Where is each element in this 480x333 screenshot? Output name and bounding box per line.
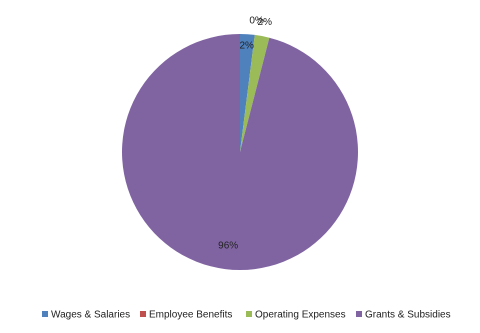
legend-swatch — [246, 311, 252, 317]
legend-label: Grants & Subsidies — [365, 310, 451, 321]
data-label: 96% — [218, 240, 238, 251]
data-label: 0% — [249, 16, 264, 27]
pie-slice — [121, 34, 358, 270]
legend-swatch — [42, 311, 48, 317]
legend-swatch — [356, 311, 362, 317]
legend-swatch — [140, 311, 146, 317]
pie-slice — [240, 34, 255, 152]
legend-label: Wages & Salaries — [51, 310, 130, 321]
pie-slice — [240, 34, 270, 152]
data-label: 2% — [258, 17, 273, 28]
legend-label: Employee Benefits — [149, 310, 232, 321]
legend-label: Operating Expenses — [255, 310, 346, 321]
data-label: 2% — [239, 41, 254, 52]
